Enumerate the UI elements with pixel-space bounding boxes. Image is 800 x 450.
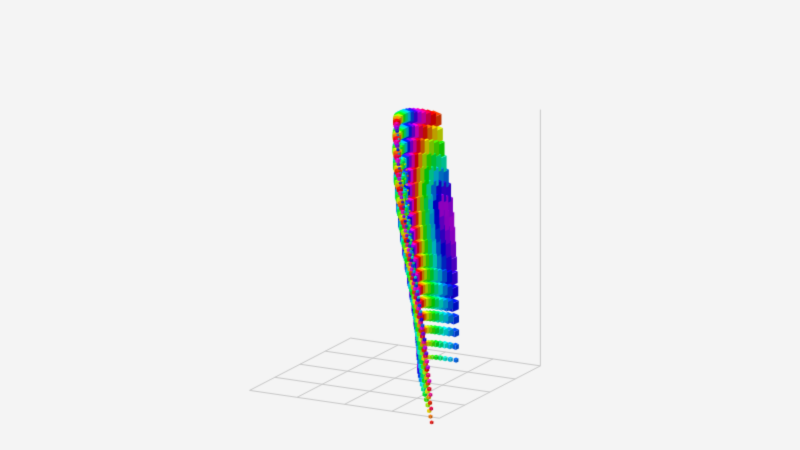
figure-3d-scatter	[0, 0, 800, 450]
plot-canvas[interactable]	[0, 0, 800, 450]
